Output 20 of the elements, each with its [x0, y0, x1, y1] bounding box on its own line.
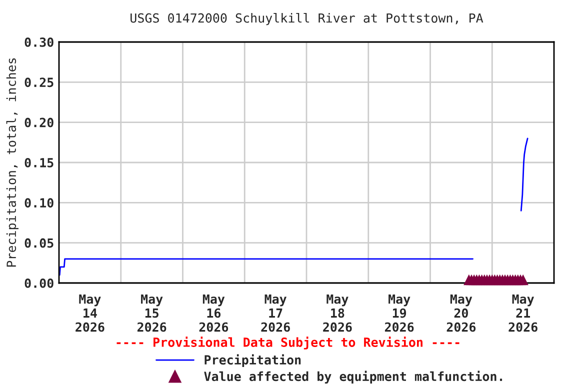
y-tick-label: 0.20	[24, 118, 54, 128]
y-tick-label: 0.25	[24, 78, 54, 88]
y-tick-label: 0.30	[24, 37, 54, 47]
x-tick-label: May 19 2026	[384, 294, 414, 332]
legend-label: Value affected by equipment malfunction.	[204, 370, 502, 384]
x-tick-label: May 18 2026	[323, 294, 352, 332]
y-tick-label: 0.00	[24, 278, 54, 288]
x-tick-label: May 15 2026	[137, 294, 166, 332]
legend-label: Precipitation	[204, 354, 301, 368]
x-tick-label: May 21 2026	[508, 294, 538, 332]
y-tick-label: 0.05	[24, 238, 54, 248]
text: ---- Provisional Data Subject to Revision ----	[116, 336, 460, 350]
x-tick-label: May 17 2026	[261, 294, 290, 332]
y-axis-title: Precipitation, total, inches	[6, 58, 18, 267]
y-tick-label: 0.15	[24, 158, 54, 168]
x-tick-label: May 14 2026	[76, 294, 104, 332]
x-tick-label: May 16 2026	[199, 294, 228, 332]
y-tick-label: 0.10	[24, 198, 54, 208]
x-tick-label: May 20 2026	[446, 294, 476, 332]
chart-title: USGS 01472000 Schuylkill River at Pottstown, PA	[130, 12, 484, 26]
